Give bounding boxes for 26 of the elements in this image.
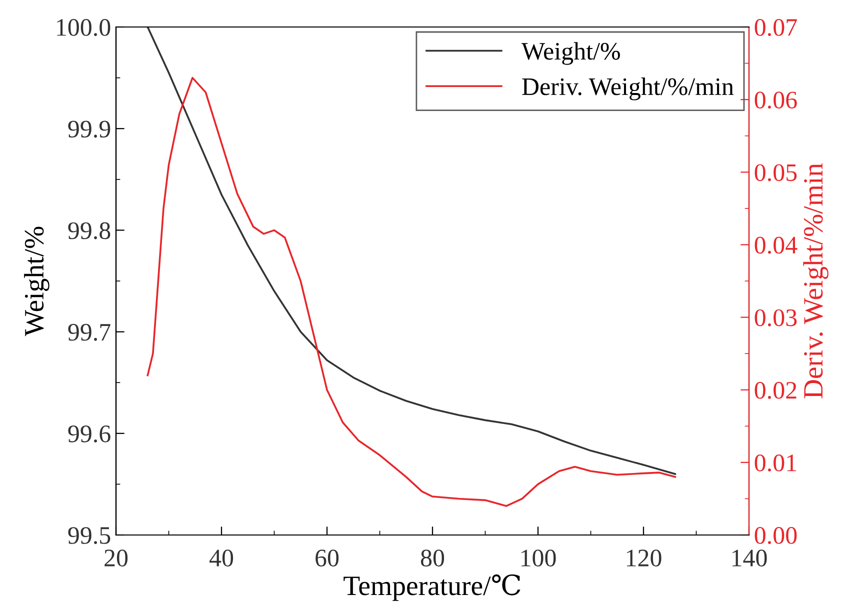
x-tick-label: 80 — [420, 550, 444, 566]
y2-tick-label: 0.04 — [754, 236, 798, 254]
y-axis-title: Weight/% — [24, 226, 50, 336]
y-tick-label: 100.0 — [57, 19, 110, 36]
y2-tick-label: 0.01 — [754, 454, 796, 472]
y2-tick-label: 0.00 — [754, 527, 797, 544]
y-tick-label: 99.5 — [68, 527, 110, 544]
x-tick-label: 20 — [104, 550, 128, 566]
legend-label: Weight/% — [521, 42, 620, 65]
x-tick-label: 60 — [316, 550, 339, 566]
y-tick-label: 99.6 — [68, 426, 110, 442]
y2-tick-label: 0.03 — [754, 309, 797, 326]
y2-axis-title: Deriv. Weight/%/min — [803, 163, 828, 398]
x-tick-label: 40 — [209, 550, 234, 566]
y2-tick-label: 0.02 — [754, 382, 796, 399]
y-tick-label: 99.9 — [68, 120, 110, 138]
x-tick-label: 120 — [626, 550, 662, 566]
legend-label: Deriv. Weight/%/min — [522, 78, 734, 100]
y-tick-label: 99.8 — [68, 222, 110, 240]
x-tick-label: 140 — [732, 550, 767, 566]
x-axis-title: Temperature/℃ — [344, 574, 520, 601]
x-tick-label: 100 — [521, 550, 556, 566]
y-tick-label: 99.7 — [68, 324, 110, 341]
y2-tick-label: 0.06 — [754, 92, 797, 109]
y2-tick-label: 0.07 — [754, 19, 797, 36]
y2-tick-label: 0.05 — [754, 164, 797, 182]
